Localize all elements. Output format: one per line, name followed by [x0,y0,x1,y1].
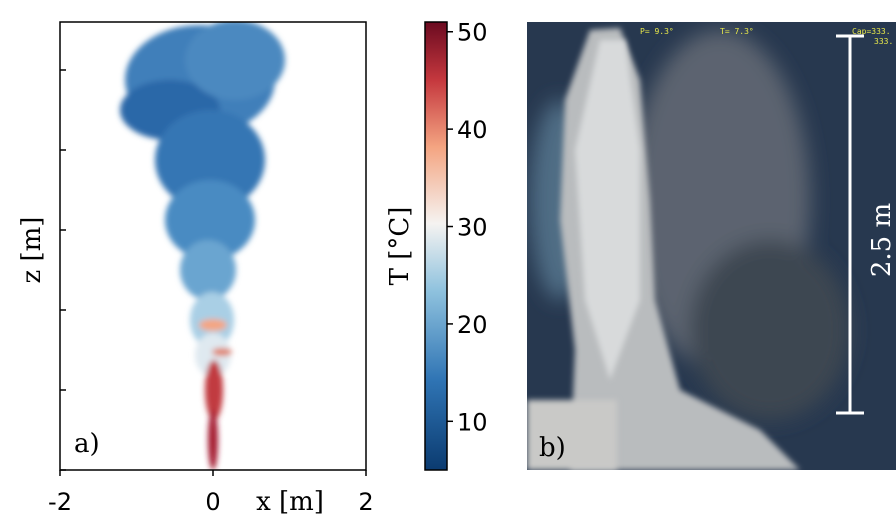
colorbar-tick-label: 40 [457,116,488,144]
figure: a) x [m] z [m] -2 0 2 T [°C] 10 20 30 40 50 P=… [0,0,896,517]
y-axis-label: z [m] [17,217,47,284]
x-tick-label: 2 [358,488,373,516]
x-tick-label: -2 [48,488,72,516]
overlay-text: 333. [874,37,893,46]
overlay-text: T= 7.3° [720,27,754,36]
panel-label: b) [539,433,566,463]
photo [527,22,896,470]
colorbar-label: T [°C] [385,207,415,286]
colorbar-tick-label: 50 [457,19,488,47]
colorbar-tick-label: 20 [457,311,488,339]
x-tick-label: 0 [205,488,220,516]
x-axis-label: x [m] [256,487,324,517]
scale-label: 2.5 m [867,203,896,277]
panel-label: a) [74,429,100,459]
plume-image [120,20,285,470]
colorbar-tick-label: 10 [457,408,488,436]
overlay-text: P= 9.3° [640,27,674,36]
colorbar [425,22,447,470]
colorbar-tick-label: 30 [457,214,488,242]
y-ticks [60,70,66,470]
